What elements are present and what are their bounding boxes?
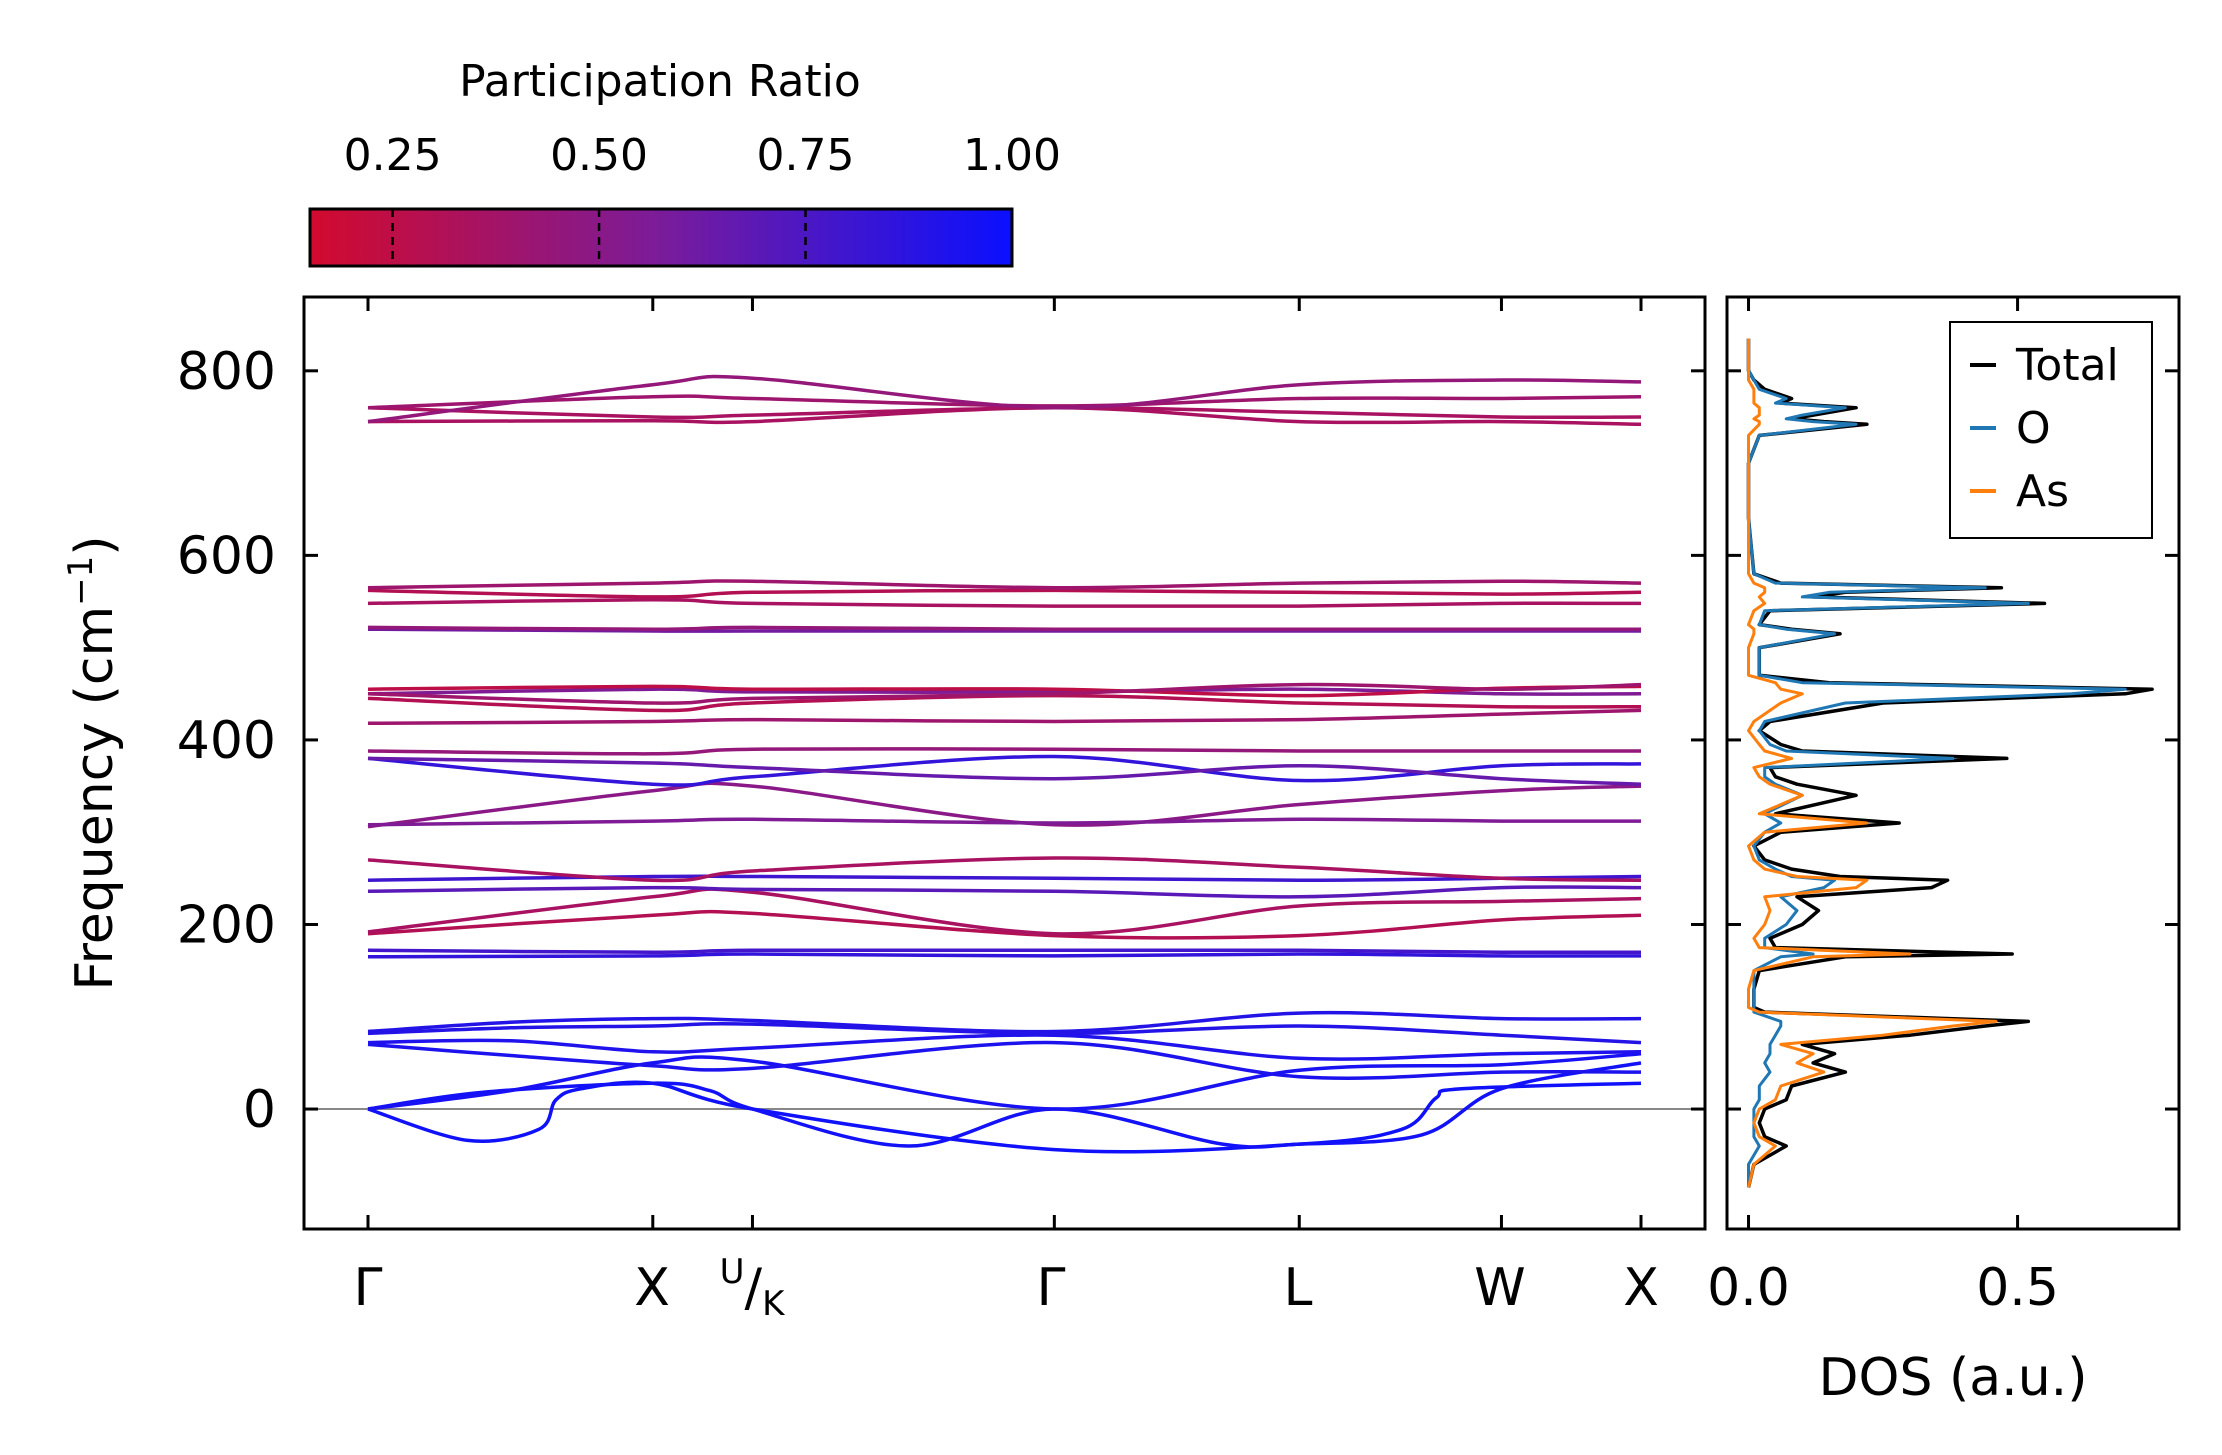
band-line — [367, 708, 1642, 726]
colorbar-tick-label: 0.25 — [344, 130, 442, 181]
kpoint-label-x-1: X — [634, 1258, 670, 1318]
colorbar-gradient — [308, 207, 1014, 268]
kpoint-label-slash: / — [745, 1258, 763, 1318]
dos-x-tick-label: 0.0 — [1707, 1258, 1790, 1318]
band-line — [367, 405, 1642, 420]
legend-label-total: Total — [2015, 340, 2119, 391]
legend-label-as: As — [2016, 466, 2069, 517]
y-axis-label-sup: −1 — [61, 556, 101, 606]
colorbar-tick-label: 0.75 — [757, 130, 855, 181]
band-line — [367, 948, 1642, 955]
band-line — [367, 579, 1642, 590]
y-axis-label-base: Frequency (cm — [65, 606, 125, 991]
colorbar-title: Participation Ratio — [459, 56, 861, 107]
band-line — [367, 856, 1642, 883]
band-panel: 0 200 400 600 800 — [177, 295, 1707, 1231]
band-line — [367, 374, 1642, 424]
band-line — [367, 1061, 1642, 1149]
band-line — [367, 627, 1641, 633]
band-panel-frame — [302, 295, 1707, 1231]
band-line — [367, 754, 1642, 787]
colorbar: 0.25 0.50 0.75 1.00 — [308, 130, 1061, 268]
band-line — [367, 1022, 1642, 1045]
y-tick-label: 800 — [177, 342, 276, 402]
colorbar-tick-label: 1.00 — [963, 130, 1061, 181]
dos-line-as — [1747, 338, 1998, 1188]
legend-label-o: O — [2016, 403, 2051, 454]
dos-panel: 0.0 0.5 Total O As — [1707, 295, 2181, 1318]
dos-legend: Total O As — [1949, 321, 2153, 539]
band-line — [367, 625, 1641, 632]
y-axis-label: Frequency (cm−1) — [61, 535, 125, 990]
band-line — [367, 747, 1641, 756]
band-line — [367, 909, 1642, 940]
kpoint-label-l: L — [1284, 1258, 1313, 1318]
band-line — [367, 682, 1642, 705]
band-line — [367, 693, 1642, 713]
kpoint-label-w: W — [1474, 1258, 1525, 1318]
band-line — [367, 597, 1642, 609]
kpoint-label-k: K — [762, 1284, 786, 1324]
band-line — [367, 887, 1642, 936]
band-line — [367, 1010, 1642, 1034]
band-line — [367, 817, 1642, 827]
y-tick-label: 400 — [177, 711, 276, 771]
y-tick-label: 0 — [243, 1080, 276, 1140]
kpoint-label-u-k: U/K — [720, 1252, 786, 1324]
y-tick-label: 600 — [177, 526, 276, 586]
band-line — [367, 756, 1642, 786]
band-line — [367, 588, 1642, 599]
band-line — [367, 1080, 1642, 1154]
colorbar-tick-label: 0.50 — [550, 130, 648, 181]
band-line — [367, 1040, 1642, 1080]
band-line — [367, 1051, 1642, 1111]
band-line — [367, 885, 1642, 899]
kpoint-label-x-2: X — [1623, 1258, 1659, 1318]
dos-panel-frame — [1725, 295, 2181, 1231]
band-line — [367, 952, 1642, 959]
kpoint-label-gamma-2: Γ — [1037, 1258, 1066, 1318]
dos-x-tick-label: 0.5 — [1976, 1258, 2059, 1318]
y-axis-label-close: ) — [65, 535, 125, 555]
band-line — [367, 687, 1642, 696]
kpoint-label-gamma-1: Γ — [354, 1258, 383, 1318]
band-line — [367, 1033, 1642, 1061]
x-axis-label-dos: DOS (a.u.) — [1819, 1348, 2088, 1408]
y-tick-label: 200 — [177, 895, 276, 955]
kpoint-label-u: U — [720, 1252, 745, 1292]
